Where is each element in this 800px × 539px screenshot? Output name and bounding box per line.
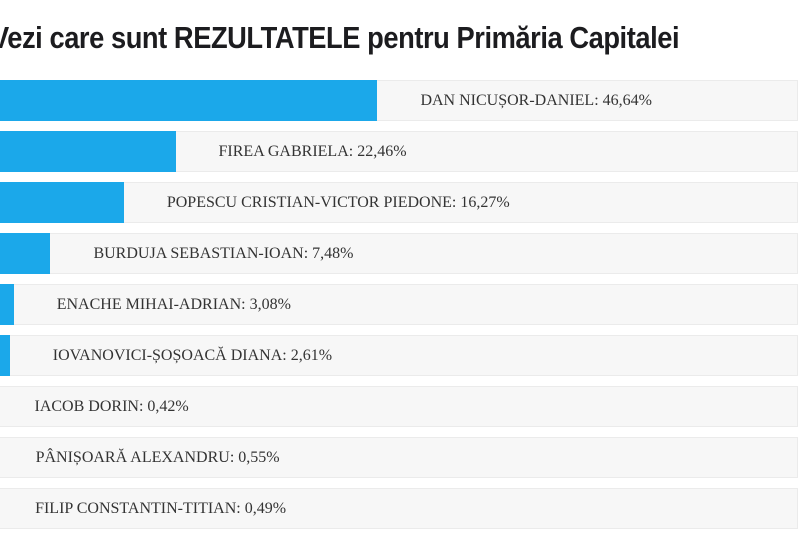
candidate-result-label: IACOB DORIN: 0,42%	[34, 397, 189, 415]
chart-row: IACOB DORIN: 0,42%	[0, 386, 800, 427]
chart-row: FIREA GABRIELA: 22,46%	[0, 131, 800, 172]
bar-track	[0, 182, 798, 223]
bar-track	[0, 386, 798, 427]
bar-track	[0, 284, 798, 325]
bar-track	[0, 335, 798, 376]
chart-row: BURDUJA SEBASTIAN-IOAN: 7,48%	[0, 233, 800, 274]
candidate-result-label: POPESCU CRISTIAN-VICTOR PIEDONE: 16,27%	[166, 193, 510, 211]
candidate-result-label: ENACHE MIHAI-ADRIAN: 3,08%	[56, 295, 291, 313]
result-bar	[0, 80, 378, 121]
chart-row: PÂNIȘOARĂ ALEXANDRU: 0,55%	[0, 437, 800, 478]
result-bar	[0, 233, 51, 274]
candidate-result-label: FIREA GABRIELA: 22,46%	[218, 142, 407, 160]
candidate-result-label: PÂNIȘOARĂ ALEXANDRU: 0,55%	[35, 448, 280, 466]
chart-row: ENACHE MIHAI-ADRIAN: 3,08%	[0, 284, 800, 325]
election-results-bar-chart: DAN NICUȘOR-DANIEL: 46,64% FIREA GABRIEL…	[0, 80, 800, 539]
chart-row: DAN NICUȘOR-DANIEL: 46,64%	[0, 80, 800, 121]
candidate-result-label: BURDUJA SEBASTIAN-IOAN: 7,48%	[93, 244, 354, 262]
chart-row: POPESCU CRISTIAN-VICTOR PIEDONE: 16,27%	[0, 182, 800, 223]
candidate-result-label: IOVANOVICI-ȘOȘOACĂ DIANA: 2,61%	[52, 346, 333, 364]
bar-track	[0, 488, 798, 529]
candidate-result-label: DAN NICUȘOR-DANIEL: 46,64%	[420, 91, 652, 109]
chart-row: IOVANOVICI-ȘOȘOACĂ DIANA: 2,61%	[0, 335, 800, 376]
bar-track	[0, 233, 798, 274]
candidate-result-label: FILIP CONSTANTIN-TITIAN: 0,49%	[35, 499, 287, 517]
page-title: Vezi care sunt REZULTATELE pentru Primăr…	[0, 20, 680, 55]
chart-row: FILIP CONSTANTIN-TITIAN: 0,49%	[0, 488, 800, 529]
result-bar	[0, 131, 176, 172]
result-bar	[0, 284, 14, 325]
bar-track	[0, 437, 798, 478]
result-bar	[0, 182, 124, 223]
result-bar	[0, 335, 10, 376]
